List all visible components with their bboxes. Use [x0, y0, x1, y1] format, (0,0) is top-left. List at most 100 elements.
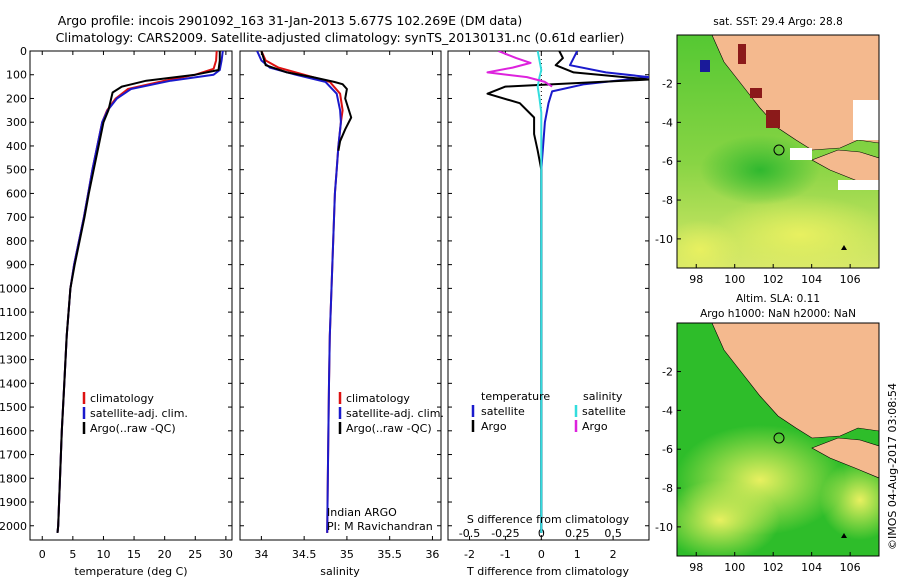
argo-position-marker	[773, 144, 785, 156]
small-island	[841, 533, 847, 538]
x-tick-label: 2	[610, 548, 617, 561]
depth-tick-label: 1200	[0, 330, 27, 343]
map-lon-label: 104	[801, 273, 822, 286]
s-tick-label: -0.25	[491, 527, 519, 540]
salinity-series-group	[256, 51, 353, 533]
sst-map-frame	[676, 34, 880, 269]
series-s-argo	[486, 51, 553, 88]
legend-group-temperature: temperature	[481, 390, 550, 403]
sst-warm-patch	[677, 220, 740, 268]
sla-high-patch	[677, 480, 780, 556]
series-s-satellite	[536, 51, 543, 533]
s-difference-label: S difference from climatology	[467, 513, 630, 526]
salinity-legend: climatology satellite-adj. clim. Argo(..…	[327, 392, 444, 533]
sst-no-data	[853, 100, 879, 140]
argo-position-marker	[773, 432, 785, 444]
x-tick-label: -1	[500, 548, 511, 561]
depth-tick-label: 1300	[0, 354, 27, 367]
sst-hot-cell	[766, 110, 780, 128]
x-tick-label: 0	[538, 548, 545, 561]
legend-group-salinity: salinity	[583, 390, 623, 403]
legend-satellite: satellite-adj. clim.	[346, 407, 444, 420]
series-t-argo	[486, 51, 649, 533]
legend-t-argo: Argo	[481, 420, 507, 433]
x-tick-label: 10	[96, 548, 110, 561]
x-tick-label: 34	[254, 548, 268, 561]
legend-s-satellite: satellite	[582, 405, 626, 418]
legend-s-argo: Argo	[582, 420, 608, 433]
difference-xlabel: T difference from climatology	[466, 565, 629, 578]
legend-t-satellite: satellite	[481, 405, 525, 418]
difference-legend: temperature satellite Argo salinity sate…	[471, 390, 626, 433]
difference-plot-frame	[447, 50, 650, 541]
temperature-xlabel: temperature (deg C)	[74, 565, 187, 578]
map-lat-label: -10	[655, 233, 673, 246]
x-tick-label: 5	[69, 548, 76, 561]
sst-map-title: sat. SST: 29.4 Argo: 28.8	[713, 16, 843, 28]
depth-tick-label: 1500	[0, 401, 27, 414]
sst-cold-cell	[700, 60, 710, 72]
java-land	[811, 437, 879, 479]
series-satellite-adj-clim-	[56, 51, 224, 533]
sla-map-subtitle: Argo h1000: NaN h2000: NaN	[700, 308, 856, 320]
x-axes: 0 5 10 15 20 25 30 34 34.5 35 35.5 36 -2 -1 0 1 2 -0.5 -0.…	[39, 51, 622, 561]
map-lon-label: 100	[724, 561, 745, 574]
sla-map	[677, 323, 879, 556]
temperature-legend: climatology satellite-adj. clim. Argo(..…	[82, 392, 188, 435]
sst-hot-cell	[738, 44, 746, 64]
depth-tick-label: 500	[6, 164, 27, 177]
x-tick-label: 36	[425, 548, 439, 561]
depth-tick-label: 600	[6, 187, 27, 200]
depth-tick-label: 1900	[0, 496, 27, 509]
sla-high-patch	[820, 460, 879, 540]
header-line2: Climatology: CARS2009. Satellite-adjuste…	[56, 30, 625, 45]
depth-tick-label: 1600	[0, 425, 27, 438]
map-axes: 98 100 102 104 106 -2 -4 -6 -8 -10 98 100 102 104 106 -…	[655, 78, 861, 574]
map-lon-label: 102	[763, 561, 784, 574]
s-tick-label: 0	[538, 527, 545, 540]
depth-tick-label: 900	[6, 259, 27, 272]
s-tick-label: 0.25	[565, 527, 590, 540]
annotation-indian-argo: Indian ARGO	[327, 506, 397, 519]
sumatra-land	[711, 35, 879, 151]
depth-tick-label: 1800	[0, 472, 27, 485]
s-tick-label: 0.5	[604, 527, 622, 540]
annotation-pi: PI: M Ravichandran	[327, 520, 433, 533]
map-lat-label: -10	[655, 521, 673, 534]
x-tick-label: 34.5	[292, 548, 317, 561]
temperature-plot-frame	[29, 50, 233, 541]
series-argo-raw-qc-	[56, 51, 221, 533]
sst-no-data	[838, 180, 879, 190]
depth-tick-label: 400	[6, 140, 27, 153]
sst-map	[677, 35, 879, 268]
sst-hot-cell	[750, 88, 762, 98]
salinity-xlabel: salinity	[320, 565, 360, 578]
legend-climatology: climatology	[90, 392, 154, 405]
x-tick-label: 0	[39, 548, 46, 561]
depth-tick-label: 1100	[0, 306, 27, 319]
depth-tick-label: 100	[6, 69, 27, 82]
map-lat-label: -6	[662, 155, 673, 168]
depth-axis: 0 100 200 300 400 500 600 700 800 900 1000 1100 1200…	[0, 45, 649, 533]
temperature-series-group	[56, 51, 224, 533]
depth-tick-label: 1700	[0, 449, 27, 462]
header-line1: Argo profile: incois 2901092_163 31-Jan-…	[58, 13, 523, 28]
legend-argo: Argo(..raw -QC)	[90, 422, 176, 435]
salinity-plot-frame	[239, 50, 442, 541]
sst-cool-patch	[700, 135, 820, 205]
depth-tick-label: 1000	[0, 282, 27, 295]
s-tick-label: -0.5	[459, 527, 480, 540]
map-lon-label: 98	[689, 273, 703, 286]
map-lat-label: -4	[662, 404, 673, 417]
depth-tick-label: 2000	[0, 520, 27, 533]
x-tick-label: 30	[219, 548, 233, 561]
sst-no-data	[790, 148, 812, 160]
depth-tick-label: 0	[20, 45, 27, 58]
series-satellite-adj-clim-	[256, 51, 342, 533]
differences-series-group	[486, 51, 649, 540]
x-tick-label: 20	[158, 548, 172, 561]
series-t-satellite	[540, 51, 649, 533]
map-lat-label: -6	[662, 443, 673, 456]
depth-tick-label: 1400	[0, 377, 27, 390]
